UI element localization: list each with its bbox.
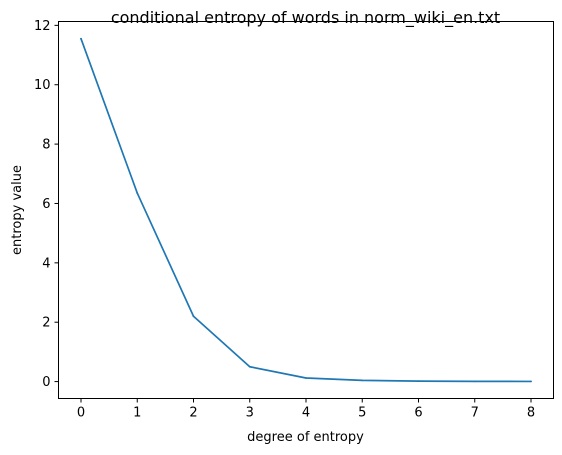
x-tick-label: 3 bbox=[246, 406, 254, 421]
y-tick-label: 12 bbox=[34, 19, 51, 34]
y-axis-title: entropy value bbox=[10, 165, 25, 255]
data-point bbox=[530, 380, 532, 383]
x-tick-label: 8 bbox=[527, 406, 535, 421]
x-tick-label: 6 bbox=[414, 406, 422, 421]
x-tick-label: 4 bbox=[302, 406, 310, 421]
data-point bbox=[192, 315, 195, 318]
y-tick-label: 4 bbox=[42, 256, 50, 271]
series-points bbox=[80, 37, 532, 383]
x-axis-ticks: 0 1 2 3 4 5 6 7 8 bbox=[77, 398, 535, 421]
x-tick-label: 2 bbox=[189, 406, 197, 421]
y-tick-label: 8 bbox=[42, 138, 50, 153]
x-tick-label: 1 bbox=[133, 406, 141, 421]
data-point bbox=[248, 365, 251, 368]
y-tick-label: 10 bbox=[34, 78, 51, 93]
y-tick-label: 0 bbox=[42, 375, 50, 390]
data-point bbox=[80, 37, 82, 40]
x-tick-label: 5 bbox=[358, 406, 366, 421]
series-line bbox=[80, 37, 532, 383]
data-point bbox=[305, 377, 307, 379]
chart-title: conditional entropy of words in norm_wik… bbox=[111, 8, 500, 28]
data-point bbox=[417, 380, 420, 383]
y-axis-ticks: 0 2 4 6 8 10 12 bbox=[34, 19, 59, 390]
x-axis-title: degree of entropy bbox=[247, 430, 364, 445]
y-tick-label: 2 bbox=[42, 316, 50, 331]
data-point bbox=[473, 380, 476, 383]
plot-area-frame bbox=[58, 21, 554, 399]
x-tick-label: 0 bbox=[77, 406, 85, 421]
y-tick-label: 6 bbox=[42, 197, 50, 212]
data-point bbox=[361, 379, 364, 382]
data-point bbox=[136, 192, 139, 194]
x-tick-label: 7 bbox=[471, 406, 479, 421]
